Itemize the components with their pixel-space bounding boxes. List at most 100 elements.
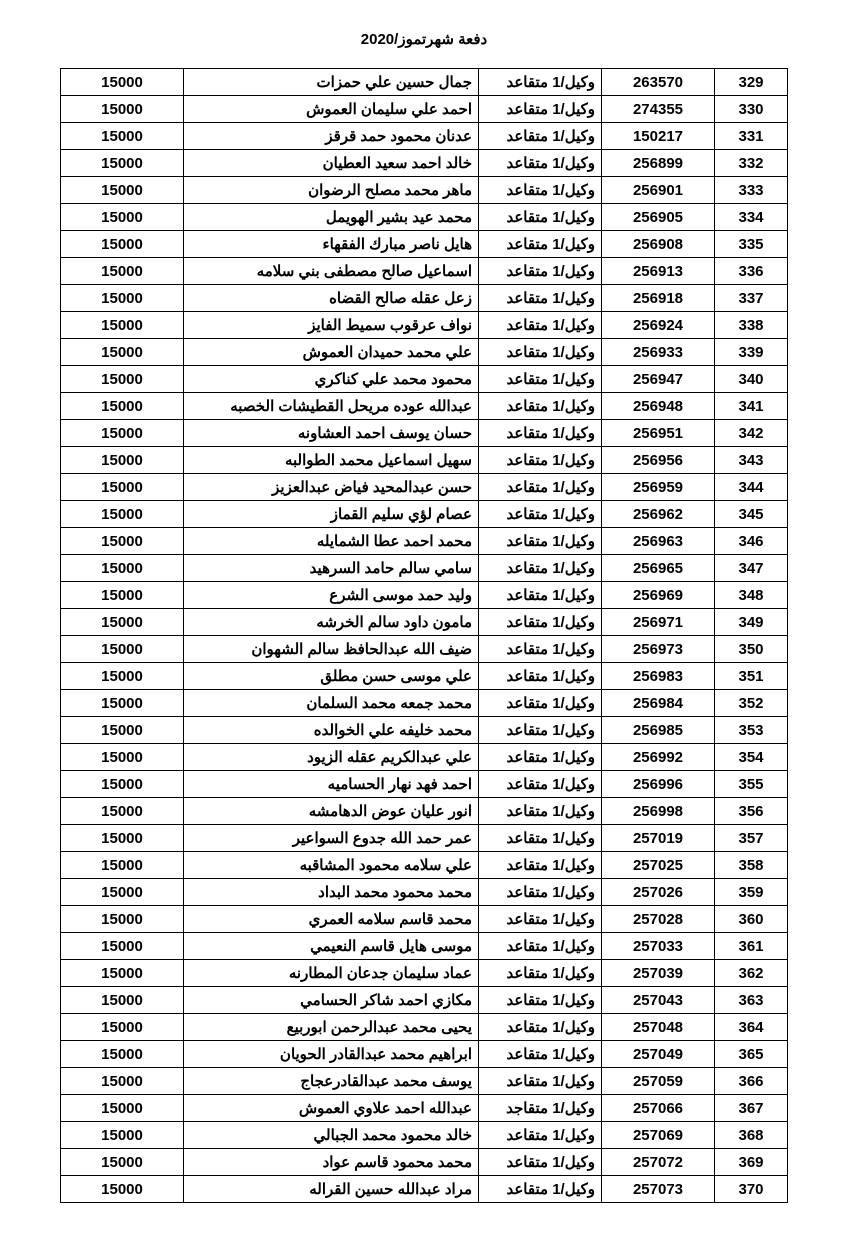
cell-name: ضيف الله عبدالحافظ سالم الشهوان [184, 636, 479, 663]
cell-amount: 15000 [61, 123, 184, 150]
cell-id: 256948 [602, 393, 715, 420]
table-row: 367257066وكيل/1 متقاجدعبدالله احمد علاوي… [61, 1095, 788, 1122]
cell-id: 256973 [602, 636, 715, 663]
cell-id: 257019 [602, 825, 715, 852]
cell-rank: وكيل/1 متقاعد [479, 987, 602, 1014]
cell-amount: 15000 [61, 582, 184, 609]
cell-seq: 359 [715, 879, 788, 906]
cell-id: 256951 [602, 420, 715, 447]
cell-seq: 335 [715, 231, 788, 258]
cell-amount: 15000 [61, 231, 184, 258]
cell-seq: 369 [715, 1149, 788, 1176]
cell-amount: 15000 [61, 1149, 184, 1176]
cell-id: 257039 [602, 960, 715, 987]
cell-seq: 366 [715, 1068, 788, 1095]
cell-rank: وكيل/1 متقاعد [479, 528, 602, 555]
cell-rank: وكيل/1 متقاعد [479, 1122, 602, 1149]
cell-amount: 15000 [61, 717, 184, 744]
cell-name: عدنان محمود حمد قرقز [184, 123, 479, 150]
cell-amount: 15000 [61, 879, 184, 906]
cell-id: 256947 [602, 366, 715, 393]
cell-rank: وكيل/1 متقاعد [479, 609, 602, 636]
cell-rank: وكيل/1 متقاعد [479, 933, 602, 960]
cell-seq: 363 [715, 987, 788, 1014]
cell-seq: 353 [715, 717, 788, 744]
cell-id: 256984 [602, 690, 715, 717]
cell-amount: 15000 [61, 1122, 184, 1149]
cell-amount: 15000 [61, 339, 184, 366]
table-row: 348256969وكيل/1 متقاعدوليد حمد موسى الشر… [61, 582, 788, 609]
cell-seq: 361 [715, 933, 788, 960]
table-row: 370257073وكيل/1 متقاعدمراد عبدالله حسين … [61, 1176, 788, 1203]
cell-amount: 15000 [61, 798, 184, 825]
cell-amount: 15000 [61, 177, 184, 204]
cell-rank: وكيل/1 متقاعد [479, 285, 602, 312]
cell-rank: وكيل/1 متقاعد [479, 879, 602, 906]
cell-name: مكازي احمد شاكر الحسامي [184, 987, 479, 1014]
cell-seq: 360 [715, 906, 788, 933]
cell-seq: 338 [715, 312, 788, 339]
cell-seq: 340 [715, 366, 788, 393]
table-row: 332256899وكيل/1 متقاعدخالد احمد سعيد الع… [61, 150, 788, 177]
table-row: 363257043وكيل/1 متقاعدمكازي احمد شاكر ال… [61, 987, 788, 1014]
cell-name: محمد خليفه علي الخوالده [184, 717, 479, 744]
table-row: 335256908وكيل/1 متقاعدهايل ناصر مبارك ال… [61, 231, 788, 258]
cell-name: خالد احمد سعيد العطيان [184, 150, 479, 177]
cell-seq: 347 [715, 555, 788, 582]
cell-rank: وكيل/1 متقاعد [479, 555, 602, 582]
table-row: 366257059وكيل/1 متقاعديوسف محمد عبدالقاد… [61, 1068, 788, 1095]
cell-id: 256998 [602, 798, 715, 825]
cell-amount: 15000 [61, 852, 184, 879]
cell-amount: 15000 [61, 366, 184, 393]
cell-name: مراد عبدالله حسين القراله [184, 1176, 479, 1203]
cell-name: علي موسى حسن مطلق [184, 663, 479, 690]
table-row: 347256965وكيل/1 متقاعدسامي سالم حامد الس… [61, 555, 788, 582]
cell-rank: وكيل/1 متقاعد [479, 69, 602, 96]
cell-amount: 15000 [61, 744, 184, 771]
cell-rank: وكيل/1 متقاعد [479, 798, 602, 825]
table-row: 329263570وكيل/1 متقاعدجمال حسين علي حمزا… [61, 69, 788, 96]
cell-seq: 346 [715, 528, 788, 555]
cell-rank: وكيل/1 متقاعد [479, 447, 602, 474]
cell-name: يوسف محمد عبدالقادرعجاج [184, 1068, 479, 1095]
cell-name: محمد احمد عطا الشمايله [184, 528, 479, 555]
cell-seq: 357 [715, 825, 788, 852]
cell-rank: وكيل/1 متقاعد [479, 339, 602, 366]
table-row: 336256913وكيل/1 متقاعداسماعيل صالح مصطفى… [61, 258, 788, 285]
table-row: 346256963وكيل/1 متقاعدمحمد احمد عطا الشم… [61, 528, 788, 555]
cell-id: 256901 [602, 177, 715, 204]
cell-name: علي محمد حميدان العموش [184, 339, 479, 366]
cell-seq: 358 [715, 852, 788, 879]
cell-seq: 365 [715, 1041, 788, 1068]
cell-id: 256933 [602, 339, 715, 366]
cell-id: 257072 [602, 1149, 715, 1176]
table-row: 358257025وكيل/1 متقاعدعلي سلامه محمود ال… [61, 852, 788, 879]
cell-rank: وكيل/1 متقاعد [479, 501, 602, 528]
cell-id: 256959 [602, 474, 715, 501]
cell-rank: وكيل/1 متقاعد [479, 906, 602, 933]
cell-seq: 348 [715, 582, 788, 609]
cell-id: 256992 [602, 744, 715, 771]
cell-id: 256965 [602, 555, 715, 582]
cell-name: موسى هايل قاسم النعيمي [184, 933, 479, 960]
cell-name: اسماعيل صالح مصطفى بني سلامه [184, 258, 479, 285]
cell-seq: 329 [715, 69, 788, 96]
table-row: 353256985وكيل/1 متقاعدمحمد خليفه علي الخ… [61, 717, 788, 744]
cell-id: 256963 [602, 528, 715, 555]
table-row: 330274355وكيل/1 متقاعداحمد علي سليمان ال… [61, 96, 788, 123]
cell-name: احمد علي سليمان العموش [184, 96, 479, 123]
cell-id: 256983 [602, 663, 715, 690]
cell-id: 256962 [602, 501, 715, 528]
data-table: 329263570وكيل/1 متقاعدجمال حسين علي حمزا… [60, 68, 788, 1203]
cell-seq: 343 [715, 447, 788, 474]
cell-seq: 356 [715, 798, 788, 825]
cell-seq: 342 [715, 420, 788, 447]
cell-name: حسن عبدالمحيد فياض عبدالعزيز [184, 474, 479, 501]
cell-rank: وكيل/1 متقاعد [479, 312, 602, 339]
cell-id: 256969 [602, 582, 715, 609]
cell-rank: وكيل/1 متقاعد [479, 393, 602, 420]
cell-id: 257028 [602, 906, 715, 933]
cell-name: احمد فهد نهار الحساميه [184, 771, 479, 798]
table-row: 333256901وكيل/1 متقاعدماهر محمد مصلح الر… [61, 177, 788, 204]
cell-rank: وكيل/1 متقاعد [479, 123, 602, 150]
